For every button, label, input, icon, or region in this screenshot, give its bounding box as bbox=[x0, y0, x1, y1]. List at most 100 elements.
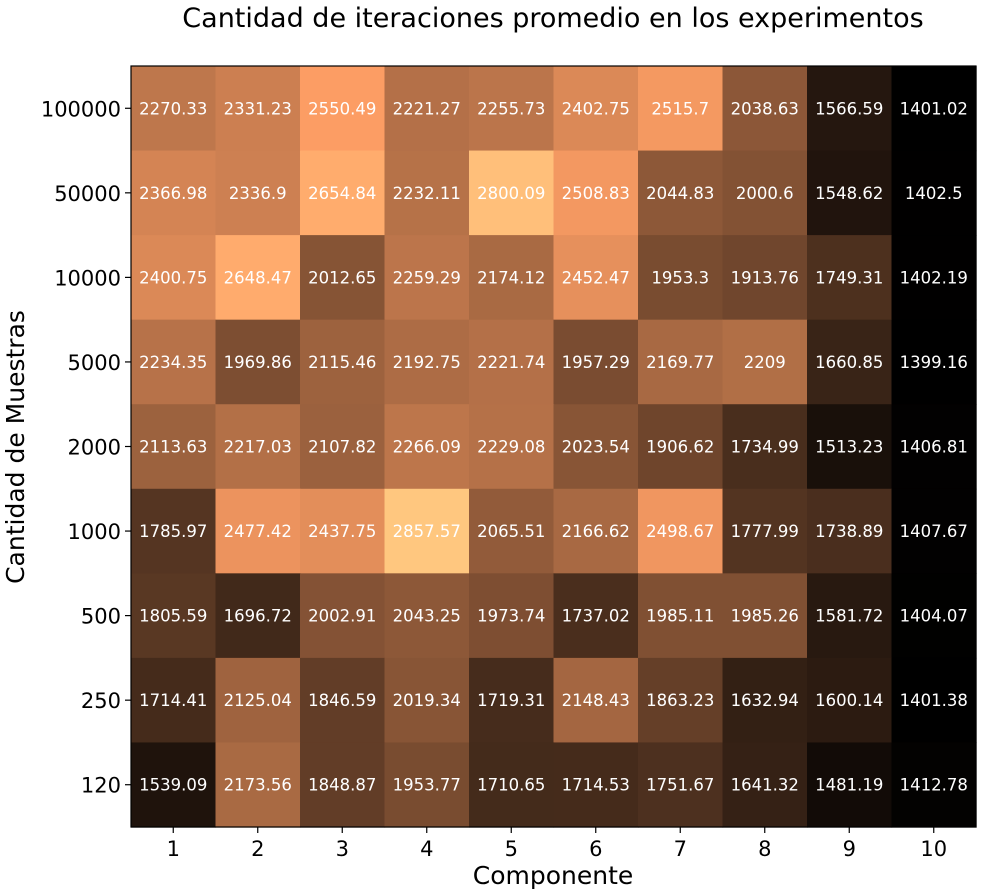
heatmap-cell bbox=[131, 150, 217, 236]
y-tick-label: 10000 bbox=[54, 266, 121, 290]
cell-value-label: 1401.02 bbox=[900, 99, 968, 118]
heatmap-cell bbox=[891, 319, 977, 405]
heatmap-cell bbox=[384, 150, 470, 236]
cell-value-label: 2221.74 bbox=[477, 353, 545, 372]
cell-value-label: 2400.75 bbox=[139, 268, 207, 287]
cell-value-label: 1710.65 bbox=[477, 776, 545, 795]
cell-value-label: 2270.33 bbox=[139, 99, 207, 118]
cell-value-label: 2221.27 bbox=[393, 99, 461, 118]
x-axis-ticks: 1 2 3 4 5 6 7 8 9 10 bbox=[167, 827, 947, 861]
heatmap-cell bbox=[553, 319, 639, 405]
cell-value-label: 1734.99 bbox=[731, 438, 799, 457]
heatmap-cell bbox=[300, 235, 386, 321]
heatmap-cell bbox=[891, 404, 977, 490]
heatmap-cell bbox=[722, 235, 808, 321]
cell-value-label: 1953.3 bbox=[651, 268, 709, 287]
cell-value-label: 2002.91 bbox=[308, 607, 376, 626]
heatmap-cell bbox=[807, 150, 893, 236]
cell-value-label: 1600.14 bbox=[815, 691, 883, 710]
x-tick-label: 7 bbox=[674, 837, 687, 861]
cell-value-label: 2515.7 bbox=[651, 99, 709, 118]
cell-value-label: 1985.11 bbox=[646, 607, 714, 626]
y-axis-ticks: 100000 50000 10000 5000 2000 1000 500 250 120 bbox=[41, 97, 131, 798]
heatmap-cell bbox=[469, 742, 555, 828]
cell-value-label: 2000.6 bbox=[736, 184, 794, 203]
heatmap-cell bbox=[807, 657, 893, 744]
cell-value-label: 2255.73 bbox=[477, 99, 545, 118]
cell-value-label: 2259.29 bbox=[393, 268, 461, 287]
heatmap-cell bbox=[891, 235, 977, 321]
heatmap-cell bbox=[807, 66, 893, 152]
cell-value-label: 1402.5 bbox=[905, 184, 963, 203]
cell-value-label: 2336.9 bbox=[229, 184, 287, 203]
heatmap-cell bbox=[300, 66, 386, 152]
heatmap-cell bbox=[553, 742, 639, 828]
heatmap-cell bbox=[300, 488, 386, 574]
y-tick-label: 50000 bbox=[54, 182, 121, 206]
heatmap-cell bbox=[469, 573, 555, 659]
cell-value-label: 1404.07 bbox=[900, 607, 968, 626]
x-axis-label: Componente bbox=[473, 861, 634, 890]
cell-value-label: 2019.34 bbox=[393, 691, 461, 710]
y-tick-label: 250 bbox=[81, 689, 121, 713]
cell-value-label: 2857.57 bbox=[393, 522, 461, 541]
cell-value-label: 1566.59 bbox=[815, 99, 883, 118]
cell-value-label: 1985.26 bbox=[731, 607, 799, 626]
x-tick-label: 6 bbox=[589, 837, 602, 861]
heatmap-cell bbox=[638, 150, 724, 236]
heatmap-cell bbox=[469, 235, 555, 321]
heatmap-cell bbox=[300, 404, 386, 490]
cell-value-label: 2012.65 bbox=[308, 268, 376, 287]
y-axis-label: Cantidad de Muestras bbox=[1, 310, 30, 584]
heatmap-cell bbox=[891, 742, 977, 828]
cell-value-label: 1399.16 bbox=[900, 353, 968, 372]
cell-value-label: 2648.47 bbox=[224, 268, 292, 287]
heatmap-cell bbox=[131, 235, 217, 321]
heatmap-cell bbox=[807, 742, 893, 828]
heatmap-cell bbox=[638, 319, 724, 405]
cell-value-label: 1906.62 bbox=[646, 438, 714, 457]
cell-value-label: 2437.75 bbox=[308, 522, 376, 541]
heatmap-cell bbox=[469, 488, 555, 574]
heatmap-cell bbox=[300, 150, 386, 236]
cell-value-label: 1406.81 bbox=[900, 438, 968, 457]
heatmap-cell bbox=[891, 573, 977, 659]
heatmap-cell bbox=[553, 404, 639, 490]
y-tick-label: 120 bbox=[81, 774, 121, 798]
heatmap-cell bbox=[215, 742, 301, 828]
heatmap-cell bbox=[215, 319, 301, 405]
heatmap-cell bbox=[553, 573, 639, 659]
cell-value-label: 2115.46 bbox=[308, 353, 376, 372]
heatmap-cell bbox=[131, 573, 217, 659]
cell-value-label: 1913.76 bbox=[731, 268, 799, 287]
x-tick-label: 2 bbox=[251, 837, 264, 861]
cell-value-label: 2023.54 bbox=[562, 438, 630, 457]
cell-value-label: 1719.31 bbox=[477, 691, 545, 710]
cell-value-label: 1953.77 bbox=[393, 776, 461, 795]
cell-value-label: 1846.59 bbox=[308, 691, 376, 710]
cell-value-label: 2331.23 bbox=[224, 99, 292, 118]
heatmap-cell bbox=[553, 235, 639, 321]
heatmap-cells bbox=[131, 66, 977, 828]
heatmap-cell bbox=[215, 657, 301, 744]
heatmap-cell bbox=[638, 235, 724, 321]
heatmap-cell bbox=[638, 404, 724, 490]
heatmap-cell bbox=[131, 404, 217, 490]
cell-value-label: 1738.89 bbox=[815, 522, 883, 541]
y-tick-label: 5000 bbox=[68, 351, 121, 375]
cell-value-label: 2107.82 bbox=[308, 438, 376, 457]
cell-value-label: 1749.31 bbox=[815, 268, 883, 287]
x-tick-label: 8 bbox=[758, 837, 771, 861]
heatmap-cell bbox=[215, 66, 301, 152]
heatmap-cell bbox=[638, 488, 724, 574]
cell-value-label: 1751.67 bbox=[646, 776, 714, 795]
heatmap-cell bbox=[638, 742, 724, 828]
cell-value-label: 2166.62 bbox=[562, 522, 630, 541]
cell-value-label: 2043.25 bbox=[393, 607, 461, 626]
heatmap-cell bbox=[384, 235, 470, 321]
cell-value-label: 2234.35 bbox=[139, 353, 207, 372]
heatmap-cell bbox=[215, 150, 301, 236]
heatmap-cell bbox=[553, 66, 639, 152]
heatmap-cell-labels: 2270.33 2331.23 2550.49 2221.27 2255.73 2402.… bbox=[139, 99, 968, 794]
cell-value-label: 2477.42 bbox=[224, 522, 292, 541]
